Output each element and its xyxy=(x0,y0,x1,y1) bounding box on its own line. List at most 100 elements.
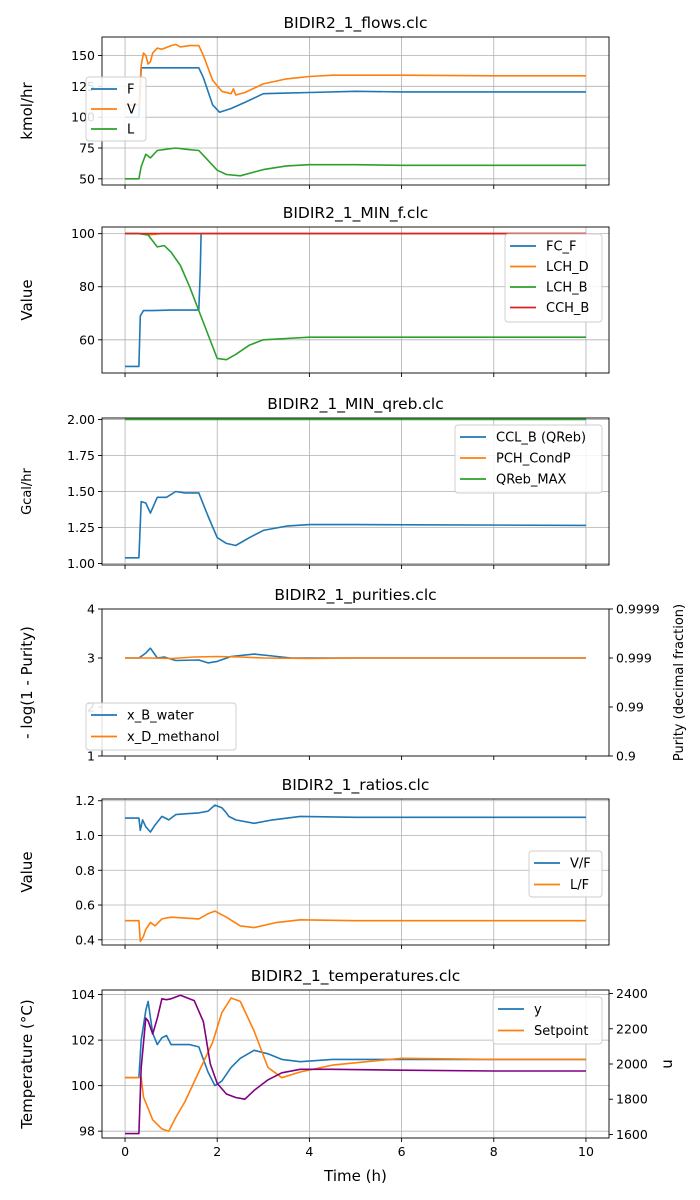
series-line-x-b-water xyxy=(125,647,586,664)
y2-tick-label: 0.9999 xyxy=(616,602,660,617)
y-axis-label: kmol/hr xyxy=(18,81,36,139)
x-tick-label: 8 xyxy=(490,1144,498,1159)
legend: x_B_water x_D_methanol xyxy=(85,702,237,751)
axes-frame xyxy=(101,798,610,946)
y2-tick-label: 2200 xyxy=(616,1021,648,1036)
x-tick-label: 0 xyxy=(121,1144,129,1159)
series-line-setpoint xyxy=(125,997,586,1132)
panel-min-qreb: 1.00 1.25 1.50 1.75 2.00 BIDIR2_1_MIN_qreb.cl… xyxy=(20,395,610,571)
legend-entry: Setpoint xyxy=(534,1024,589,1039)
y-tick-label: 60 xyxy=(79,332,95,347)
y-tick-label: 50 xyxy=(79,171,95,186)
series-line-v-f xyxy=(125,804,586,833)
axes-frame xyxy=(101,608,610,757)
legend-entry: F xyxy=(127,83,134,98)
x-axis-label: Time (h) xyxy=(323,1167,387,1185)
legend-entry: V/F xyxy=(570,857,591,872)
y-tick-label: 100 xyxy=(71,1078,95,1093)
series-line-l xyxy=(125,147,586,180)
legend-entry: CCH_B xyxy=(546,301,589,316)
legend-entry: LCH_D xyxy=(546,260,589,275)
legend-box xyxy=(454,424,603,494)
y-tick-label: 1.2 xyxy=(75,793,95,808)
panel-min-f: 60 80 100 BIDIR2_1_MIN_f.clc Value FC_F LCH_D L… xyxy=(18,204,610,377)
y2-tick-label: 0.999 xyxy=(616,651,652,666)
chart-title: BIDIR2_1_MIN_f.clc xyxy=(283,204,429,223)
x-tick-label: 2 xyxy=(213,1144,221,1159)
legend-box xyxy=(504,233,603,323)
legend-entry: L xyxy=(127,123,135,138)
panel-temperatures: 0 2 4 6 8 10 98 100 102 104 1600 1800 2000 2200 2400 BI… xyxy=(18,967,676,1185)
y-axis-label: Value xyxy=(18,279,36,320)
series-line-f xyxy=(125,67,586,118)
chart-title: BIDIR2_1_MIN_qreb.clc xyxy=(267,395,444,414)
x-tick-label: 4 xyxy=(305,1144,313,1159)
y-tick-label: 1 xyxy=(87,749,95,764)
legend-box xyxy=(528,850,603,898)
legend: y Setpoint xyxy=(492,996,603,1045)
y-tick-label: 1.75 xyxy=(67,448,95,463)
legend: CCL_B (QReb) PCH_CondP QReb_MAX xyxy=(454,424,603,494)
y-tick-label: 102 xyxy=(71,1033,95,1048)
y-tick-label: 4 xyxy=(87,602,95,617)
legend-entry: FC_F xyxy=(546,240,577,255)
y-tick-label: 0.4 xyxy=(75,932,95,947)
series-line-x-d-methanol xyxy=(125,655,586,660)
legend-box xyxy=(85,702,237,751)
legend: FVL xyxy=(85,76,147,142)
y-tick-label: 0.8 xyxy=(75,863,95,878)
y-tick-label: 1.50 xyxy=(67,484,95,499)
y2-tick-label: 0.99 xyxy=(616,700,644,715)
y2-tick-label: 0.9 xyxy=(616,749,636,764)
y2-tick-label: 1800 xyxy=(616,1092,648,1107)
series-line-lch-b xyxy=(125,232,586,361)
y-axis-label: Temperature (°C) xyxy=(18,999,36,1129)
series-line-y xyxy=(125,1000,586,1087)
series-line-ccl-b-qreb- xyxy=(125,490,587,559)
y-tick-label: 1.0 xyxy=(75,828,95,843)
axes-frame xyxy=(101,36,610,186)
legend: V/F L/F xyxy=(528,850,603,898)
series-line-fc-f xyxy=(125,232,586,368)
y-tick-label: 75 xyxy=(79,141,95,156)
y2-tick-label: 2000 xyxy=(616,1057,648,1072)
y-tick-label: 104 xyxy=(71,987,95,1002)
legend-entry: CCL_B (QReb) xyxy=(496,431,586,446)
legend-entry: x_B_water xyxy=(127,709,194,724)
legend-entry: LCH_B xyxy=(546,281,588,296)
chart-title: BIDIR2_1_temperatures.clc xyxy=(251,967,461,986)
legend: FC_F LCH_D LCH_B CCH_B xyxy=(504,233,603,323)
y-tick-label: 3 xyxy=(87,651,95,666)
series-line-u xyxy=(125,994,586,1135)
y-axis-label: Value xyxy=(18,851,36,892)
chart-title: BIDIR2_1_flows.clc xyxy=(284,14,428,33)
y-tick-label: 0.6 xyxy=(75,898,95,913)
y-tick-label: 100 xyxy=(71,226,95,241)
legend-entry: y xyxy=(534,1003,542,1018)
panel-purities: 12340.90.990.9990.9999BIDIR2_1_purities.… xyxy=(18,586,687,764)
axes-frame xyxy=(101,226,610,374)
x-tick-label: 10 xyxy=(578,1144,594,1159)
chart-title: BIDIR2_1_purities.clc xyxy=(274,586,436,605)
y2-axis-label: u xyxy=(658,1059,676,1069)
panel-ratios: 0.4 0.6 0.8 1.0 1.2 BIDIR2_1_ratios.clc Value V… xyxy=(18,776,610,949)
y2-tick-label: 1600 xyxy=(616,1127,648,1142)
y-tick-label: 98 xyxy=(79,1124,95,1139)
series-line-l-f xyxy=(125,910,586,943)
legend-entry: QReb_MAX xyxy=(496,473,567,488)
y-axis-label: Gcal/hr xyxy=(20,467,35,514)
legend-entry: L/F xyxy=(570,878,589,893)
series-line-v xyxy=(125,43,586,106)
legend-entry: V xyxy=(127,103,136,118)
y2-axis-label: Purity (decimal fraction) xyxy=(672,604,687,761)
y-tick-label: 80 xyxy=(79,279,95,294)
y2-tick-label: 2400 xyxy=(616,986,648,1001)
legend-entry: PCH_CondP xyxy=(496,452,571,467)
y-axis-label: - log(1 - Purity) xyxy=(18,626,36,739)
legend-entry: x_D_methanol xyxy=(127,730,219,745)
chart-title: BIDIR2_1_ratios.clc xyxy=(282,776,430,795)
y-tick-label: 1.25 xyxy=(67,520,95,535)
y-tick-label: 2.00 xyxy=(67,412,95,427)
